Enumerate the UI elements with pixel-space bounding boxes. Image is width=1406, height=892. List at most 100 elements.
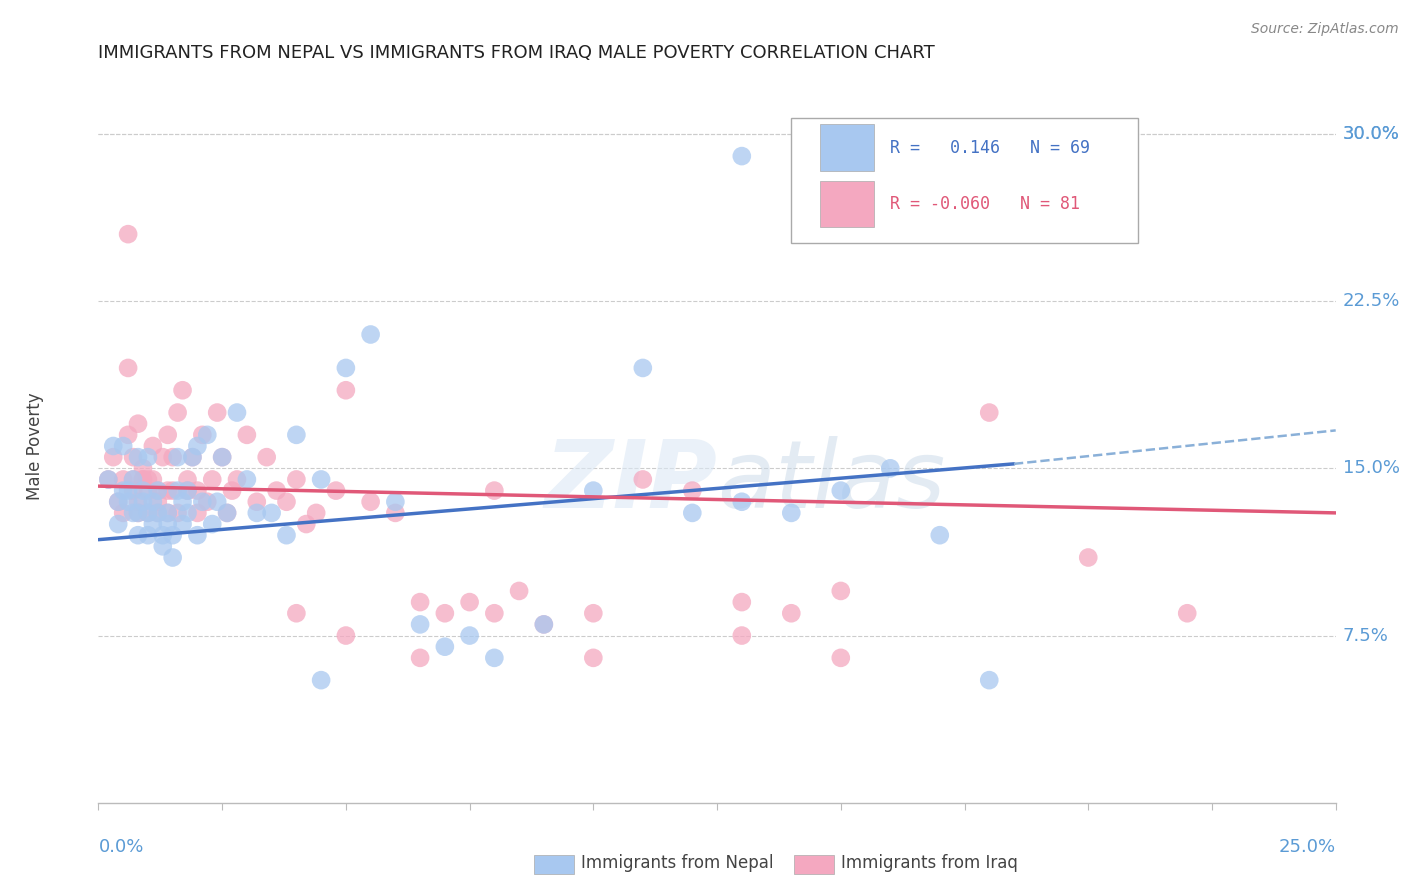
Point: [484, 651, 506, 665]
Point: [181, 450, 204, 465]
Point: [172, 517, 194, 532]
Point: [122, 483, 145, 498]
Text: 22.5%: 22.5%: [1343, 292, 1400, 310]
Point: [112, 439, 135, 453]
Point: [152, 450, 174, 465]
Point: [335, 384, 357, 398]
Point: [142, 439, 165, 453]
Point: [132, 461, 155, 475]
Point: [136, 528, 159, 542]
Point: [409, 617, 432, 632]
Point: [172, 384, 194, 398]
Point: [107, 517, 129, 532]
Point: [186, 506, 208, 520]
Point: [191, 494, 214, 508]
Point: [226, 405, 249, 420]
Point: [285, 427, 308, 442]
Point: [631, 360, 654, 375]
Point: [142, 517, 165, 532]
Point: [176, 506, 198, 520]
Point: [295, 517, 318, 532]
Point: [681, 483, 703, 498]
Point: [156, 506, 179, 520]
Point: [127, 450, 149, 465]
Point: [928, 528, 950, 542]
Point: [508, 583, 530, 598]
Point: [127, 506, 149, 520]
Point: [1077, 550, 1099, 565]
Point: [731, 628, 754, 642]
Point: [195, 494, 218, 508]
Text: 0.0%: 0.0%: [98, 838, 143, 856]
Point: [582, 607, 605, 621]
Point: [195, 427, 218, 442]
Point: [136, 506, 159, 520]
Point: [409, 651, 432, 665]
Point: [533, 617, 555, 632]
Point: [360, 327, 382, 342]
Point: [731, 595, 754, 609]
Text: Immigrants from Nepal: Immigrants from Nepal: [581, 855, 773, 872]
Point: [132, 483, 155, 498]
Point: [127, 506, 149, 520]
Point: [172, 494, 194, 508]
Point: [117, 494, 139, 508]
Point: [285, 607, 308, 621]
FancyBboxPatch shape: [820, 181, 875, 227]
Point: [276, 494, 298, 508]
Point: [103, 450, 125, 465]
Point: [360, 494, 382, 508]
Point: [127, 417, 149, 431]
Point: [433, 640, 456, 654]
Point: [156, 517, 179, 532]
Point: [132, 473, 155, 487]
Text: Immigrants from Iraq: Immigrants from Iraq: [841, 855, 1018, 872]
Point: [132, 473, 155, 487]
Point: [830, 483, 852, 498]
Point: [117, 483, 139, 498]
Point: [186, 528, 208, 542]
Text: Male Poverty: Male Poverty: [27, 392, 44, 500]
Point: [117, 227, 139, 241]
Point: [533, 617, 555, 632]
Point: [236, 473, 259, 487]
Point: [146, 506, 169, 520]
Point: [162, 483, 184, 498]
Point: [162, 550, 184, 565]
Point: [112, 483, 135, 498]
Point: [136, 506, 159, 520]
Point: [97, 473, 120, 487]
Point: [146, 483, 169, 498]
Point: [191, 427, 214, 442]
Point: [1175, 607, 1198, 621]
Point: [285, 473, 308, 487]
Point: [152, 539, 174, 553]
Point: [384, 494, 406, 508]
Point: [127, 494, 149, 508]
Point: [256, 450, 278, 465]
Point: [146, 483, 169, 498]
Point: [830, 651, 852, 665]
Point: [201, 517, 224, 532]
Point: [979, 405, 1001, 420]
Point: [246, 506, 269, 520]
Point: [582, 651, 605, 665]
Point: [176, 483, 198, 498]
Point: [211, 450, 233, 465]
Point: [107, 494, 129, 508]
Point: [217, 506, 239, 520]
Point: [127, 528, 149, 542]
Text: atlas: atlas: [717, 436, 945, 527]
Point: [166, 450, 188, 465]
Point: [176, 483, 198, 498]
Text: ZIP: ZIP: [544, 435, 717, 528]
Point: [117, 360, 139, 375]
Point: [181, 450, 204, 465]
Point: [260, 506, 283, 520]
Text: R =   0.146   N = 69: R = 0.146 N = 69: [890, 138, 1090, 157]
Text: 15.0%: 15.0%: [1343, 459, 1400, 477]
Point: [176, 473, 198, 487]
Point: [458, 595, 481, 609]
Point: [309, 673, 332, 687]
Point: [146, 494, 169, 508]
